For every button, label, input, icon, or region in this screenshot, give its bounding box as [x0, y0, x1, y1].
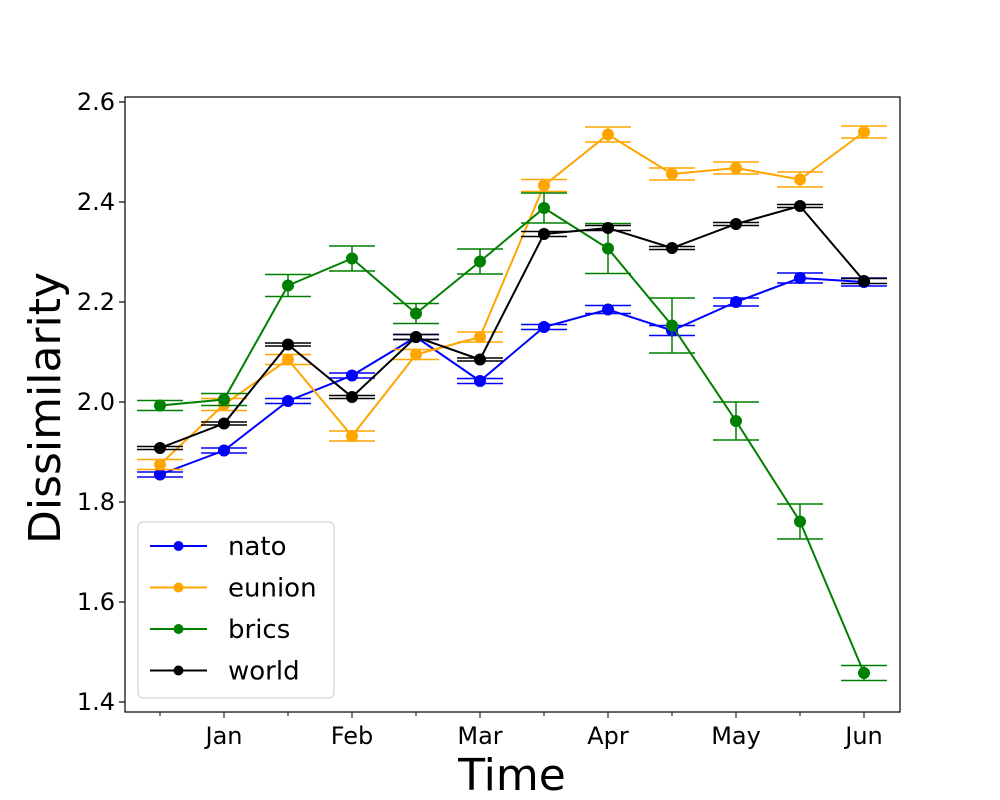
data-point-eunion	[666, 168, 678, 180]
legend-entry-brics: brics	[150, 615, 290, 645]
y-axis: 1.4 1.6 1.8 2.0 2.2 2.4 2.6	[77, 88, 125, 716]
legend-label-nato: nato	[228, 532, 287, 562]
data-point-world	[346, 391, 358, 403]
plot-frame	[124, 96, 901, 713]
legend: nato eunion brics world	[137, 521, 335, 699]
data-point-eunion	[346, 430, 358, 442]
legend-entry-eunion: eunion	[150, 574, 317, 604]
series-line-eunion	[159, 131, 865, 466]
legend-entry-nato: nato	[150, 532, 287, 562]
data-point-world	[602, 222, 614, 234]
data-point-brics	[794, 515, 806, 528]
data-point-brics	[410, 307, 422, 320]
y-tick-label: 2.0	[77, 388, 115, 416]
series-eunion	[137, 125, 887, 471]
data-point-eunion	[474, 331, 486, 343]
series-layer	[137, 125, 887, 682]
data-point-eunion	[410, 348, 422, 361]
data-point-brics	[538, 202, 550, 214]
data-point-nato	[154, 468, 166, 481]
data-point-brics	[218, 393, 230, 406]
data-point-eunion	[794, 173, 806, 186]
series-nato	[137, 272, 887, 481]
data-point-eunion	[154, 458, 166, 471]
data-point-eunion	[602, 128, 614, 141]
legend-label-brics: brics	[228, 615, 290, 645]
legend-marker-world	[173, 665, 184, 676]
data-point-eunion	[282, 353, 294, 366]
x-tick-label: Feb	[331, 722, 374, 750]
data-point-world	[794, 200, 806, 212]
x-axis-title: Time	[457, 750, 566, 800]
data-point-nato	[794, 272, 806, 284]
data-point-nato	[346, 369, 358, 382]
legend-marker-eunion	[173, 582, 184, 593]
data-point-eunion	[730, 162, 742, 174]
series-brics	[137, 192, 887, 682]
data-point-world	[538, 228, 550, 240]
data-point-world	[154, 442, 166, 454]
series-line-brics	[159, 206, 865, 674]
data-point-brics	[858, 667, 870, 679]
data-point-brics	[154, 399, 166, 412]
legend-frame	[137, 521, 335, 699]
x-tick-label: Jan	[204, 722, 243, 750]
y-tick-label: 1.4	[77, 688, 115, 716]
legend-marker-brics	[173, 624, 184, 634]
y-tick-label: 1.6	[77, 588, 115, 616]
data-point-eunion	[858, 126, 870, 138]
x-tick-label: May	[711, 722, 761, 750]
data-point-brics	[346, 252, 358, 265]
x-tick-label: Mar	[457, 722, 502, 750]
data-point-eunion	[538, 179, 550, 192]
legend-label-world: world	[228, 657, 300, 687]
y-axis-title: Dissimilarity	[20, 272, 71, 544]
x-tick-label: Jun	[843, 722, 883, 750]
data-point-world	[410, 331, 422, 343]
data-point-world	[858, 275, 870, 287]
data-point-world	[282, 338, 294, 351]
data-point-brics	[666, 319, 678, 332]
y-tick-label: 2.2	[77, 288, 115, 316]
data-point-nato	[218, 444, 230, 457]
y-tick-label: 1.8	[77, 488, 115, 516]
data-point-world	[666, 242, 678, 254]
legend-label-eunion: eunion	[228, 574, 317, 604]
data-point-brics	[474, 255, 486, 268]
data-point-world	[730, 218, 742, 230]
data-point-brics	[282, 279, 294, 292]
series-world	[137, 200, 887, 454]
data-point-nato	[474, 375, 486, 387]
data-point-nato	[602, 303, 614, 316]
legend-marker-nato	[173, 541, 184, 551]
x-tick-label: Apr	[587, 722, 629, 750]
data-point-brics	[602, 242, 614, 255]
data-point-nato	[282, 395, 294, 407]
data-point-world	[218, 417, 230, 430]
data-point-nato	[730, 296, 742, 308]
data-point-nato	[538, 321, 550, 333]
series-line-world	[159, 204, 865, 449]
data-point-brics	[730, 415, 742, 427]
legend-entry-world: world	[150, 657, 300, 687]
y-tick-label: 2.4	[77, 188, 115, 216]
x-axis: Jan Feb Mar Apr May Jun	[159, 712, 883, 750]
y-tick-label: 2.6	[77, 88, 115, 116]
data-point-world	[474, 353, 486, 366]
